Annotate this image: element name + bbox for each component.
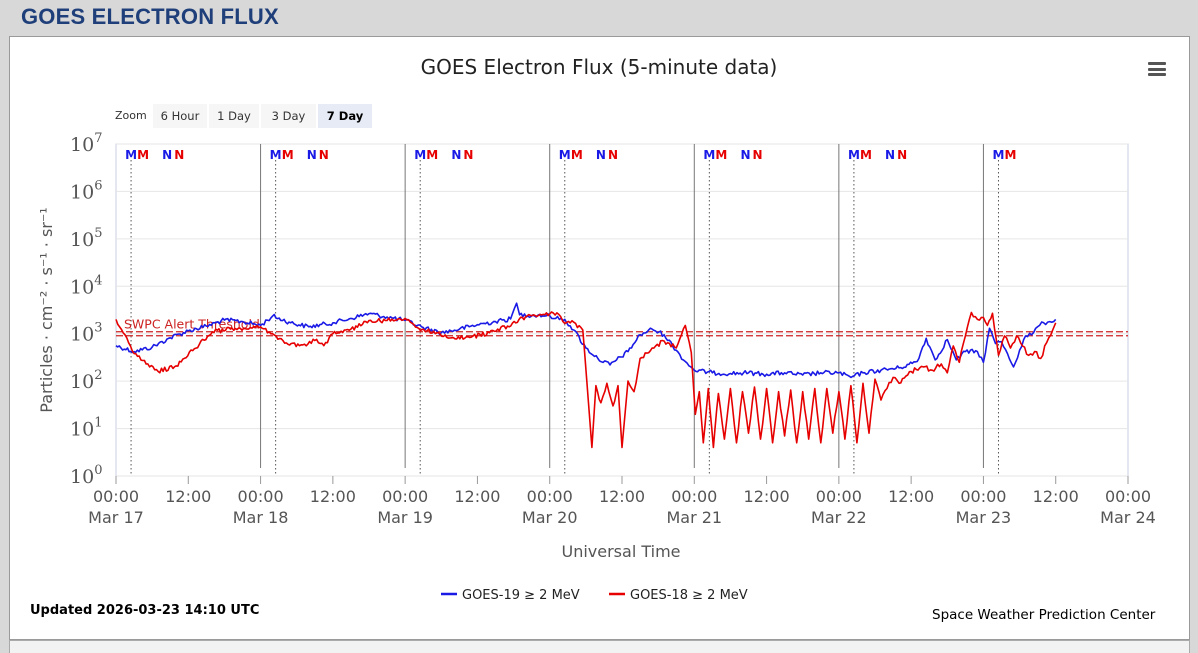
series-line-goes-18: [115, 311, 1057, 449]
updated-timestamp: Updated 2026-03-23 14:10 UTC: [30, 603, 260, 618]
x-tick-time: 12:00: [599, 487, 645, 506]
legend-item-label[interactable]: GOES-18 ≥ 2 MeV: [630, 588, 748, 603]
x-tick-time: 00:00: [238, 487, 284, 506]
x-tick-time: 00:00: [382, 487, 428, 506]
grid-layer: [115, 143, 1129, 477]
x-tick-time: 12:00: [888, 487, 934, 506]
x-tick-date: Mar 22: [811, 508, 867, 527]
x-tick-time: 00:00: [960, 487, 1006, 506]
plot-frame: [115, 143, 1129, 477]
y-tick-label: 104: [70, 273, 102, 298]
event-marker-label: M: [1005, 148, 1017, 162]
x-tick-time: 12:00: [1033, 487, 1079, 506]
event-marker-label: N: [596, 148, 606, 162]
event-marker-label: M: [414, 148, 426, 162]
event-marker-label: N: [319, 148, 329, 162]
chart-menu-icon[interactable]: [1148, 62, 1166, 76]
legend-item-label[interactable]: GOES-19 ≥ 2 MeV: [462, 588, 580, 603]
page-title: GOES ELECTRON FLUX: [21, 4, 279, 29]
event-marker-label: N: [608, 148, 618, 162]
x-tick-date: Mar 21: [666, 508, 722, 527]
event-marker-label: M: [559, 148, 571, 162]
x-tick-time: 12:00: [310, 487, 356, 506]
zoom-1-day-button[interactable]: 1 Day: [209, 104, 259, 128]
event-marker-label: M: [270, 148, 282, 162]
x-tick-time: 12:00: [165, 487, 211, 506]
zoom-7-day-button[interactable]: 7 Day: [318, 104, 372, 128]
event-marker-label: M: [703, 148, 715, 162]
x-tick-date: Mar 23: [956, 508, 1012, 527]
event-marker-label: M: [571, 148, 583, 162]
zoom-label: Zoom: [115, 109, 147, 122]
event-marker-label: M: [993, 148, 1005, 162]
x-tick-date: Mar 19: [377, 508, 433, 527]
event-marker-label: N: [307, 148, 317, 162]
event-marker-label: M: [426, 148, 438, 162]
y-tick-label: 103: [70, 321, 102, 346]
x-tick-date: Mar 18: [233, 508, 289, 527]
axis-layer: 100 101 102 103 104 105 106 107 00:00 Mar 17 12:00…: [70, 131, 1156, 527]
threshold-label: SWPC Alert Threshold: [124, 317, 260, 332]
x-tick-time: 00:00: [1105, 487, 1151, 506]
event-marker-label: N: [885, 148, 895, 162]
event-marker-label: N: [740, 148, 750, 162]
series-line-goes-19: [115, 302, 1057, 379]
event-marker-label: M: [860, 148, 872, 162]
x-axis-title: Universal Time: [561, 542, 680, 561]
y-tick-label: 100: [70, 463, 102, 488]
threshold-layer: SWPC Alert Threshold: [116, 317, 1128, 337]
y-tick-label: 102: [70, 368, 102, 393]
credit-text: Space Weather Prediction Center: [932, 607, 1156, 623]
event-marker-label: N: [174, 148, 184, 162]
y-tick-label: 107: [70, 131, 102, 156]
event-marker-label: N: [463, 148, 473, 162]
event-marker-label: M: [715, 148, 727, 162]
x-tick-time: 00:00: [671, 487, 717, 506]
event-marker-label: N: [451, 148, 461, 162]
x-tick-time: 00:00: [93, 487, 139, 506]
y-tick-label: 106: [70, 178, 102, 203]
y-tick-label: 101: [70, 416, 102, 441]
event-marker-label: N: [897, 148, 907, 162]
event-marker-label: N: [162, 148, 172, 162]
y-axis-title: Particles · cm⁻² · s⁻¹ · sr⁻¹: [37, 207, 56, 412]
x-tick-time: 12:00: [454, 487, 500, 506]
x-tick-date: Mar 24: [1100, 508, 1156, 527]
event-marker-label: M: [282, 148, 294, 162]
series-layer: [115, 302, 1057, 449]
x-tick-time: 00:00: [527, 487, 573, 506]
event-marker-label: M: [848, 148, 860, 162]
y-tick-label: 105: [70, 226, 102, 251]
chart-title: GOES Electron Flux (5-minute data): [421, 55, 778, 79]
event-marker-label: M: [125, 148, 137, 162]
x-tick-time: 00:00: [816, 487, 862, 506]
event-marker-label: M: [137, 148, 149, 162]
zoom-6-hour-button[interactable]: 6 Hour: [153, 104, 207, 128]
x-tick-date: Mar 17: [88, 508, 144, 527]
x-tick-time: 12:00: [744, 487, 790, 506]
zoom-3-day-button[interactable]: 3 Day: [261, 104, 316, 128]
legend: GOES-19 ≥ 2 MeV GOES-18 ≥ 2 MeV: [441, 588, 748, 603]
event-marker-label: N: [753, 148, 763, 162]
day-lines: [260, 144, 984, 468]
x-tick-date: Mar 20: [522, 508, 578, 527]
